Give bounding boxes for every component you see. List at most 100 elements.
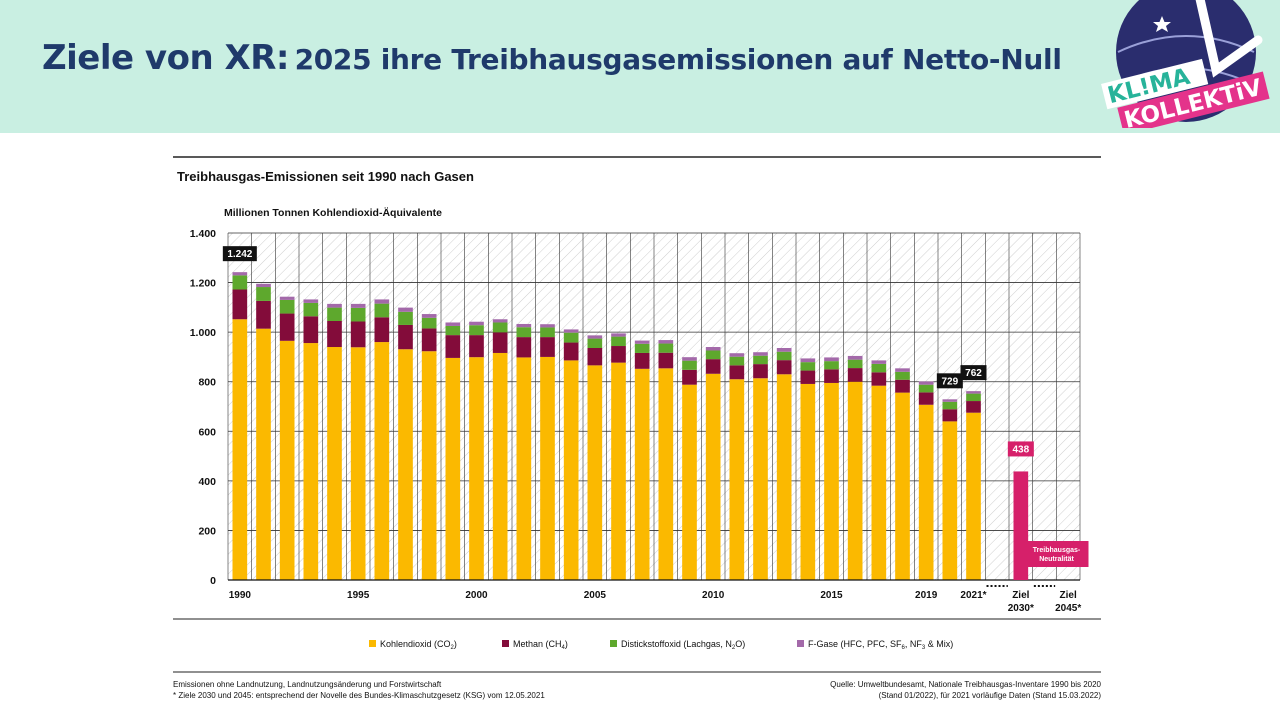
legend-swatch — [797, 640, 804, 647]
bar-segment — [232, 289, 248, 320]
bar-segment — [942, 401, 958, 410]
bar-segment — [445, 357, 461, 580]
bar-segment — [658, 368, 674, 580]
bar-segment — [256, 328, 271, 580]
x-tick-label: 2005 — [584, 590, 607, 601]
bar-segment — [374, 342, 390, 580]
bar-segment — [492, 332, 508, 353]
bar-segment — [469, 325, 484, 336]
bar-segment — [327, 320, 342, 348]
bar-segment — [800, 383, 816, 580]
footnote-right-2: (Stand 01/2022), für 2021 vorläufige Dat… — [878, 691, 1101, 700]
bar-segment — [729, 379, 745, 580]
bar-segment — [753, 378, 768, 580]
bar-segment — [705, 350, 721, 360]
bar-segment — [871, 385, 887, 580]
bar-segment — [966, 391, 981, 394]
bar-segment — [871, 372, 887, 386]
bar-segment — [374, 303, 390, 318]
bar-segment — [847, 359, 863, 369]
bar-segment — [705, 359, 721, 374]
footnote-left-2: * Ziele 2030 und 2045: entsprechend der … — [173, 691, 545, 700]
x-tick-label: 2021* — [960, 590, 986, 601]
bar-segment — [729, 353, 745, 357]
bar-segment — [847, 381, 863, 580]
bar-segment — [445, 335, 461, 358]
slide-title-rest: 2025 ihre Treibhausgasemissionen auf Net… — [294, 43, 1062, 76]
bar-segment — [303, 316, 319, 344]
bar-segment — [824, 382, 839, 580]
bar-segment — [587, 338, 603, 349]
bar-segment — [587, 348, 603, 366]
bar-segment — [421, 317, 437, 329]
bar-segment — [705, 347, 721, 351]
bar-segment — [421, 314, 437, 318]
bar-segment — [942, 421, 958, 580]
legend-label: Distickstoffoxid (Lachgas, N2O) — [621, 639, 745, 651]
target-2045-box — [1024, 541, 1089, 567]
bar-segment — [966, 412, 981, 580]
bar-segment — [398, 324, 413, 350]
bar-segment — [800, 362, 816, 371]
bar-segment — [682, 360, 697, 370]
bar-segment — [729, 356, 745, 366]
bar-segment — [232, 319, 248, 580]
bar-segment — [540, 356, 555, 580]
bar-segment — [824, 369, 839, 383]
bar-segment — [445, 325, 461, 336]
target-2045-box-line2: Neutralität — [1039, 556, 1074, 563]
x-tick-label: 2019 — [915, 590, 938, 601]
x-tick-label: 2010 — [702, 590, 725, 601]
bar-segment — [658, 352, 674, 369]
bar-segment — [279, 296, 295, 300]
bar-segment — [398, 311, 413, 325]
bar-segment — [350, 347, 366, 580]
legend-label: Kohlendioxid (CO2) — [380, 639, 457, 651]
y-tick-label: 600 — [198, 426, 216, 438]
bar-segment — [824, 361, 839, 370]
bar-segment — [918, 384, 934, 393]
bar-segment — [350, 307, 366, 322]
star-icon — [1153, 16, 1171, 32]
bar-segment — [516, 327, 532, 338]
bar-segment — [918, 404, 934, 580]
value-label-box — [222, 246, 257, 262]
bar-segment — [682, 384, 697, 580]
bar-segment — [421, 328, 437, 352]
x-tick-label: 2000 — [465, 590, 488, 601]
bar-segment — [327, 303, 342, 308]
bar-segment — [279, 299, 295, 314]
legend-swatch — [502, 640, 509, 647]
value-label-box — [936, 373, 963, 389]
bar-segment — [516, 357, 532, 580]
bar-segment — [256, 300, 271, 329]
x-tick-label: 2030* — [1008, 603, 1034, 614]
klima-kollektiv-logo: KL!MA KOLLEKTiV — [1098, 0, 1270, 135]
bar-segment — [611, 346, 626, 363]
bar-segment — [563, 332, 579, 343]
bar-segment — [800, 358, 816, 363]
bar-segment — [374, 317, 390, 343]
bar-segment — [587, 335, 603, 339]
y-tick-label: 1.400 — [190, 228, 216, 240]
value-label: 1.242 — [227, 249, 252, 260]
bar-segment — [824, 357, 839, 362]
chart-title: Treibhausgas-Emissionen seit 1990 nach G… — [177, 169, 474, 184]
bar-segment — [918, 381, 934, 385]
y-axis-label: Millionen Tonnen Kohlendioxid-Äquivalent… — [224, 206, 442, 219]
bar-segment — [729, 365, 745, 380]
value-label-box — [960, 365, 987, 381]
bar-segment — [753, 355, 768, 365]
value-label: 729 — [941, 376, 958, 387]
bar-segment — [634, 352, 650, 369]
bar-segment — [303, 299, 319, 303]
bar-segment — [540, 327, 555, 338]
legend-label: F-Gase (HFC, PFC, SF6, NF3 & Mix) — [808, 639, 953, 651]
bar-segment — [587, 365, 603, 580]
y-tick-label: 400 — [198, 476, 216, 488]
bar-segment — [256, 283, 271, 288]
bar-segment — [918, 392, 934, 405]
y-tick-label: 0 — [210, 575, 216, 587]
bar-segment — [658, 343, 674, 353]
bar-segment — [563, 360, 579, 580]
